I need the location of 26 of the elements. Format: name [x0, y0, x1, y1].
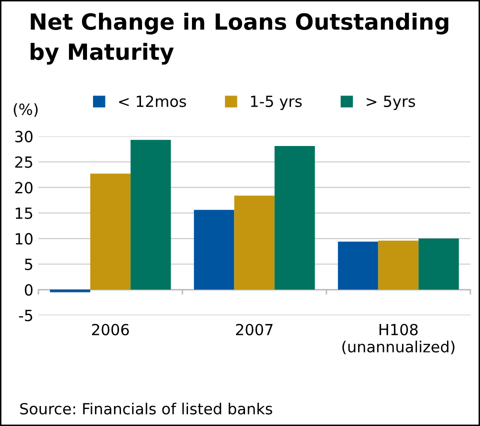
- legend-label: > 5yrs: [366, 96, 416, 110]
- y-tick-label: 0: [24, 284, 33, 296]
- legend-label: 1-5 yrs: [251, 96, 302, 110]
- bar: [274, 146, 315, 290]
- bar: [338, 242, 378, 290]
- bar: [50, 290, 90, 292]
- y-tick-label: 15: [16, 208, 32, 220]
- bar: [378, 240, 419, 290]
- y-tick-label: 25: [15, 156, 32, 168]
- bar: [130, 140, 171, 290]
- bar: [418, 238, 459, 290]
- source-note: Source: Financials of listed banks: [20, 402, 272, 415]
- legend-label: < 12mos: [119, 96, 186, 108]
- x-tick-label: 2007: [236, 324, 273, 336]
- bar: [194, 210, 234, 290]
- bar: [90, 174, 131, 290]
- y-tick-label: 30: [15, 130, 33, 142]
- y-tick-label: 20: [15, 182, 33, 194]
- x-tick-label: H108 (unannualized): [342, 324, 454, 354]
- x-tick-label: 2006: [92, 324, 129, 336]
- y-axis-title: (%): [14, 103, 38, 117]
- bar: [234, 196, 275, 290]
- y-tick-label: -5: [19, 310, 32, 322]
- y-tick-label: 10: [16, 233, 33, 245]
- chart-title: Net Change in Loans Outstanding by Maturity: [30, 12, 448, 65]
- y-tick-label: 5: [25, 258, 32, 270]
